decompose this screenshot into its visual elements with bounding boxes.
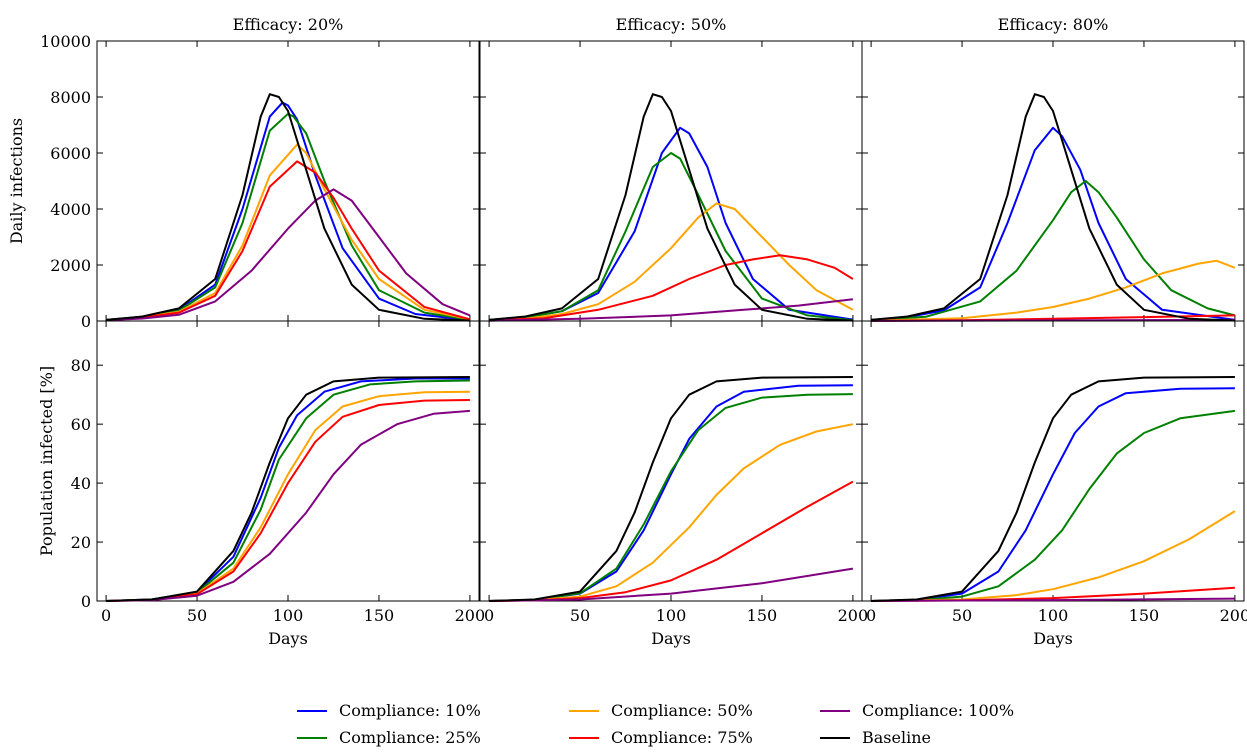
series-line-compliance-25 — [106, 112, 471, 321]
legend-item: Compliance: 25% — [297, 728, 481, 747]
panel-6: 0 50 100 150 200 Days — [861, 320, 1247, 648]
panel-frame — [861, 40, 1245, 322]
series-line-compliance-25 — [871, 180, 1236, 322]
x-tick-label: 150 — [747, 606, 778, 625]
legend-label: Compliance: 25% — [339, 728, 481, 747]
y-tick-label: 40 — [71, 474, 91, 493]
legend-item: Compliance: 10% — [297, 701, 481, 720]
x-tick-label: 100 — [656, 606, 687, 625]
series-line-compliance-50 — [871, 259, 1236, 322]
panel-1: Efficacy: 20% 0 2000 4000 6000 8000 10000 — [40, 15, 480, 331]
legend-item: Compliance: 50% — [569, 701, 753, 720]
legend-label: Compliance: 100% — [862, 701, 1014, 720]
series-line-baseline — [106, 93, 470, 322]
y-tick-label: 20 — [71, 533, 91, 552]
series-line-compliance-75 — [106, 399, 470, 602]
y-tick-label: 6000 — [50, 144, 91, 163]
y-tick-label: 80 — [71, 356, 91, 375]
panel-frame — [96, 40, 480, 322]
x-tick-label: 100 — [1038, 606, 1069, 625]
panel-title: Efficacy: 20% — [233, 15, 344, 34]
legend: Compliance: 10% Compliance: 25% Compliance… — [297, 701, 1014, 747]
panel-frame — [861, 320, 1245, 602]
panel-frame — [479, 320, 863, 602]
series-line-compliance-10 — [489, 126, 854, 321]
legend-label: Compliance: 75% — [611, 728, 753, 747]
x-axis-label: Days — [268, 629, 308, 648]
series-line-compliance-50 — [871, 510, 1236, 602]
x-axis-label: Days — [651, 629, 691, 648]
series-line-baseline — [871, 376, 1235, 602]
panel-5: 0 50 100 150 200 Days — [479, 320, 869, 648]
x-tick-label: 150 — [364, 606, 395, 625]
series-line-compliance-50 — [489, 202, 854, 322]
y-axis-label-daily: Daily infections — [7, 118, 26, 244]
legend-item: Compliance: 100% — [820, 701, 1014, 720]
legend-label: Compliance: 10% — [339, 701, 481, 720]
x-tick-label: 0 — [866, 606, 876, 625]
panel-title: Efficacy: 50% — [616, 15, 727, 34]
series-line-compliance-75 — [106, 160, 471, 321]
series-line-compliance-100 — [489, 567, 854, 602]
series-line-compliance-10 — [871, 387, 1235, 602]
x-tick-label: 150 — [1129, 606, 1160, 625]
series-line-baseline — [489, 376, 853, 602]
series-line-baseline — [489, 93, 853, 322]
series-line-baseline — [106, 376, 470, 602]
x-tick-label: 50 — [570, 606, 590, 625]
panel-3: Efficacy: 80% — [861, 15, 1245, 322]
y-tick-label: 4000 — [50, 200, 91, 219]
series-line-compliance-10 — [106, 377, 470, 602]
y-tick-label: 8000 — [50, 88, 91, 107]
legend-item: Compliance: 75% — [569, 728, 753, 747]
x-tick-label: 200 — [455, 606, 486, 625]
x-axis-label: Days — [1033, 629, 1073, 648]
x-tick-label: 50 — [952, 606, 972, 625]
legend-label: Compliance: 50% — [611, 701, 753, 720]
series-line-compliance-100 — [871, 597, 1235, 602]
panels-group: Efficacy: 20%0200040006000800010000Effic… — [40, 15, 1247, 648]
legend-label: Baseline — [862, 728, 931, 747]
series-line-compliance-100 — [106, 409, 470, 602]
series-line-compliance-100 — [489, 298, 854, 322]
x-tick-label: 50 — [187, 606, 207, 625]
x-tick-label: 100 — [273, 606, 304, 625]
series-line-compliance-25 — [871, 409, 1236, 602]
series-line-compliance-10 — [871, 126, 1236, 321]
y-tick-label: 2000 — [50, 256, 91, 275]
y-tick-label: 10000 — [40, 32, 91, 51]
series-line-compliance-50 — [106, 390, 470, 602]
series-line-compliance-25 — [489, 393, 853, 602]
panel-4: 0 20 40 60 80 0 50 100 150 200 Days — [71, 320, 486, 648]
series-line-compliance-25 — [489, 152, 854, 322]
series-line-compliance-10 — [106, 101, 471, 322]
series-line-baseline — [871, 93, 1235, 322]
y-tick-label: 60 — [71, 415, 91, 434]
y-tick-label: 0 — [81, 592, 91, 611]
x-tick-label: 200 — [838, 606, 869, 625]
y-axis-label-cumulative: Population infected [%] — [37, 366, 56, 556]
panel-2: Efficacy: 50% — [479, 15, 863, 322]
legend-item: Baseline — [820, 728, 931, 747]
x-tick-label: 0 — [101, 606, 111, 625]
series-line-compliance-50 — [489, 423, 854, 602]
x-tick-label: 0 — [484, 606, 494, 625]
panel-frame — [96, 320, 480, 602]
series-line-compliance-25 — [106, 379, 470, 602]
panel-title: Efficacy: 80% — [998, 15, 1109, 34]
y-tick-label: 0 — [81, 312, 91, 331]
x-tick-label: 200 — [1220, 606, 1247, 625]
series-line-compliance-75 — [489, 480, 854, 602]
